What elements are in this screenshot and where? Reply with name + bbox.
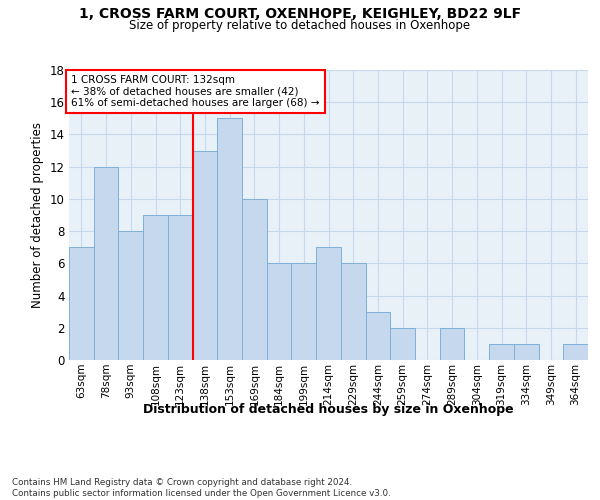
Bar — [390, 328, 415, 360]
Bar — [217, 118, 242, 360]
Bar — [242, 199, 267, 360]
Bar — [267, 264, 292, 360]
Text: Size of property relative to detached houses in Oxenhope: Size of property relative to detached ho… — [130, 18, 470, 32]
Y-axis label: Number of detached properties: Number of detached properties — [31, 122, 44, 308]
Bar — [489, 344, 514, 360]
Text: 1, CROSS FARM COURT, OXENHOPE, KEIGHLEY, BD22 9LF: 1, CROSS FARM COURT, OXENHOPE, KEIGHLEY,… — [79, 8, 521, 22]
Bar — [168, 215, 193, 360]
Bar — [292, 264, 316, 360]
Text: 1 CROSS FARM COURT: 132sqm
← 38% of detached houses are smaller (42)
61% of semi: 1 CROSS FARM COURT: 132sqm ← 38% of deta… — [71, 75, 320, 108]
Bar — [94, 166, 118, 360]
Bar — [143, 215, 168, 360]
Text: Distribution of detached houses by size in Oxenhope: Distribution of detached houses by size … — [143, 402, 514, 415]
Bar — [316, 247, 341, 360]
Bar — [341, 264, 365, 360]
Bar — [563, 344, 588, 360]
Bar — [365, 312, 390, 360]
Bar — [69, 247, 94, 360]
Bar — [118, 231, 143, 360]
Bar — [514, 344, 539, 360]
Bar — [193, 150, 217, 360]
Bar — [440, 328, 464, 360]
Text: Contains HM Land Registry data © Crown copyright and database right 2024.
Contai: Contains HM Land Registry data © Crown c… — [12, 478, 391, 498]
